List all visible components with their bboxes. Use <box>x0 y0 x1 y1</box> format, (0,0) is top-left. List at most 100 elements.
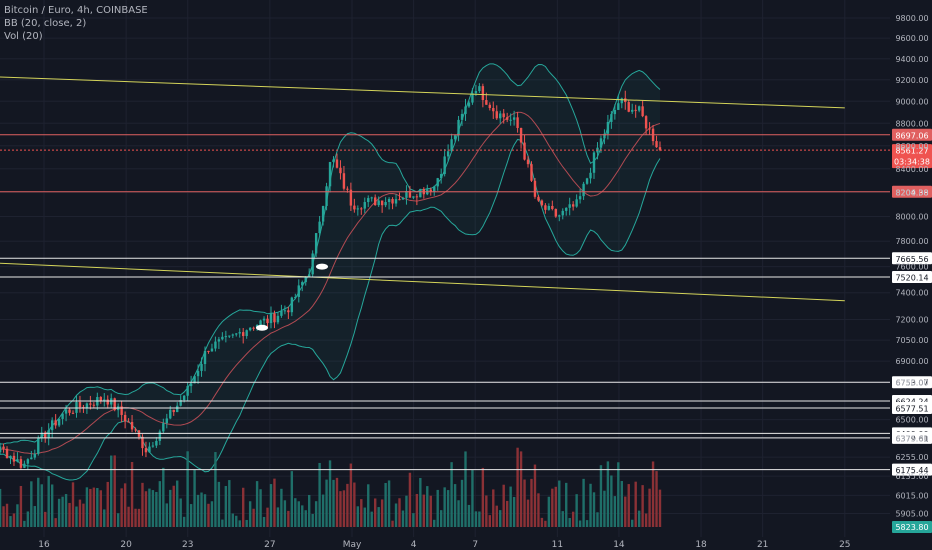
volume-bar <box>492 489 495 527</box>
candle-body <box>384 201 387 206</box>
volume-bar <box>273 478 276 527</box>
volume-bar <box>339 491 342 527</box>
volume-bar <box>651 461 655 527</box>
candle-body <box>592 152 596 173</box>
candle-body <box>509 119 512 121</box>
candle-body <box>186 386 189 396</box>
bollinger-legend[interactable]: BB (20, close, 2) <box>4 18 87 29</box>
volume-legend[interactable]: Vol (20) <box>4 31 43 42</box>
candle-body <box>335 159 339 168</box>
candle-body <box>401 197 405 200</box>
volume-bar <box>169 489 172 527</box>
candle-body <box>644 116 648 129</box>
candle-body <box>571 204 575 207</box>
level-label: 8697.06 <box>895 131 928 140</box>
candle-body <box>578 196 582 200</box>
volume-bar <box>405 495 408 527</box>
volume-bar <box>349 463 353 527</box>
volume-bar <box>311 513 314 527</box>
price-tick-label: 8200.00 <box>895 188 928 197</box>
candle-body <box>328 162 332 187</box>
symbol-title[interactable]: Bitcoin / Euro, 4h, COINBASE <box>4 5 148 16</box>
volume-bar <box>332 479 335 527</box>
volume-bar <box>224 486 228 527</box>
volume-bar <box>144 491 148 527</box>
candle-body <box>540 200 544 206</box>
time-tick-label: 16 <box>38 540 50 550</box>
price-tick-label: 9600.00 <box>895 34 928 43</box>
volume-bar <box>2 506 5 527</box>
time-tick-label: 21 <box>757 540 768 550</box>
volume-bar <box>318 462 321 527</box>
volume-bar <box>523 479 526 527</box>
volume-bar <box>658 489 662 527</box>
candle-body <box>387 199 391 202</box>
volume-bar <box>457 500 460 527</box>
candle-body <box>54 420 57 426</box>
volume-bar <box>328 460 332 527</box>
volume-bar <box>68 502 71 527</box>
candle-body <box>450 139 453 152</box>
candle-body <box>19 459 23 468</box>
chart-legend: Bitcoin / Euro, 4h, COINBASE BB (20, clo… <box>4 4 148 43</box>
price-tick-label: 9400.00 <box>895 55 928 64</box>
candle-body <box>200 364 203 371</box>
candle-body <box>248 327 252 331</box>
volume-bar <box>50 484 54 527</box>
volume-bar <box>644 513 648 527</box>
volume-bar <box>495 505 498 527</box>
volume-bar <box>467 504 471 527</box>
candle-body <box>290 297 294 313</box>
volume-bar <box>248 501 252 527</box>
candle-body <box>61 413 64 419</box>
volume-bar <box>450 462 453 527</box>
candle-body <box>617 103 620 110</box>
candle-body <box>537 196 540 201</box>
candle-body <box>478 86 481 92</box>
volume-bar <box>360 499 363 527</box>
candle-body <box>78 402 82 408</box>
volume-bar <box>363 507 366 527</box>
volume-bar <box>207 503 210 527</box>
candle-body <box>127 421 130 423</box>
price-tick-label: 6750.00 <box>895 379 928 388</box>
volume-bar <box>394 503 398 527</box>
candle-body <box>207 350 210 352</box>
candle-body <box>64 409 68 414</box>
volume-bar <box>123 483 127 527</box>
candle-body <box>394 199 398 204</box>
volume-bar <box>433 519 436 527</box>
candle-body <box>179 400 182 406</box>
level-label-bg <box>892 128 932 141</box>
volume-bar <box>547 496 551 527</box>
volume-bar <box>116 513 120 527</box>
annotation-marker <box>256 324 268 331</box>
volume-bar <box>23 520 26 527</box>
candle-body <box>565 207 568 211</box>
candle-body <box>276 315 280 323</box>
volume-bar <box>648 488 651 527</box>
candle-body <box>495 111 498 119</box>
candle-body <box>151 445 155 447</box>
candle-body <box>99 397 102 401</box>
candle-body <box>92 404 96 406</box>
candle-body <box>530 164 533 181</box>
candle-body <box>554 208 558 217</box>
trendlines <box>0 76 845 302</box>
volume-bar <box>231 513 234 527</box>
volume-bar <box>96 487 99 527</box>
volume-bar <box>19 485 23 527</box>
candle-body <box>71 412 75 414</box>
level-label: 7665.56 <box>895 255 928 264</box>
candle-body <box>485 100 488 105</box>
volume-bar <box>99 490 102 527</box>
volume-bar <box>367 484 370 527</box>
volume-bar <box>419 477 422 527</box>
volume-bar <box>259 489 262 527</box>
horizontal-levels: 8697.068204.387665.567520.146753.076624.… <box>0 128 932 476</box>
candle-body <box>130 421 134 430</box>
volume-bar <box>242 487 245 527</box>
candle-body <box>377 200 380 206</box>
